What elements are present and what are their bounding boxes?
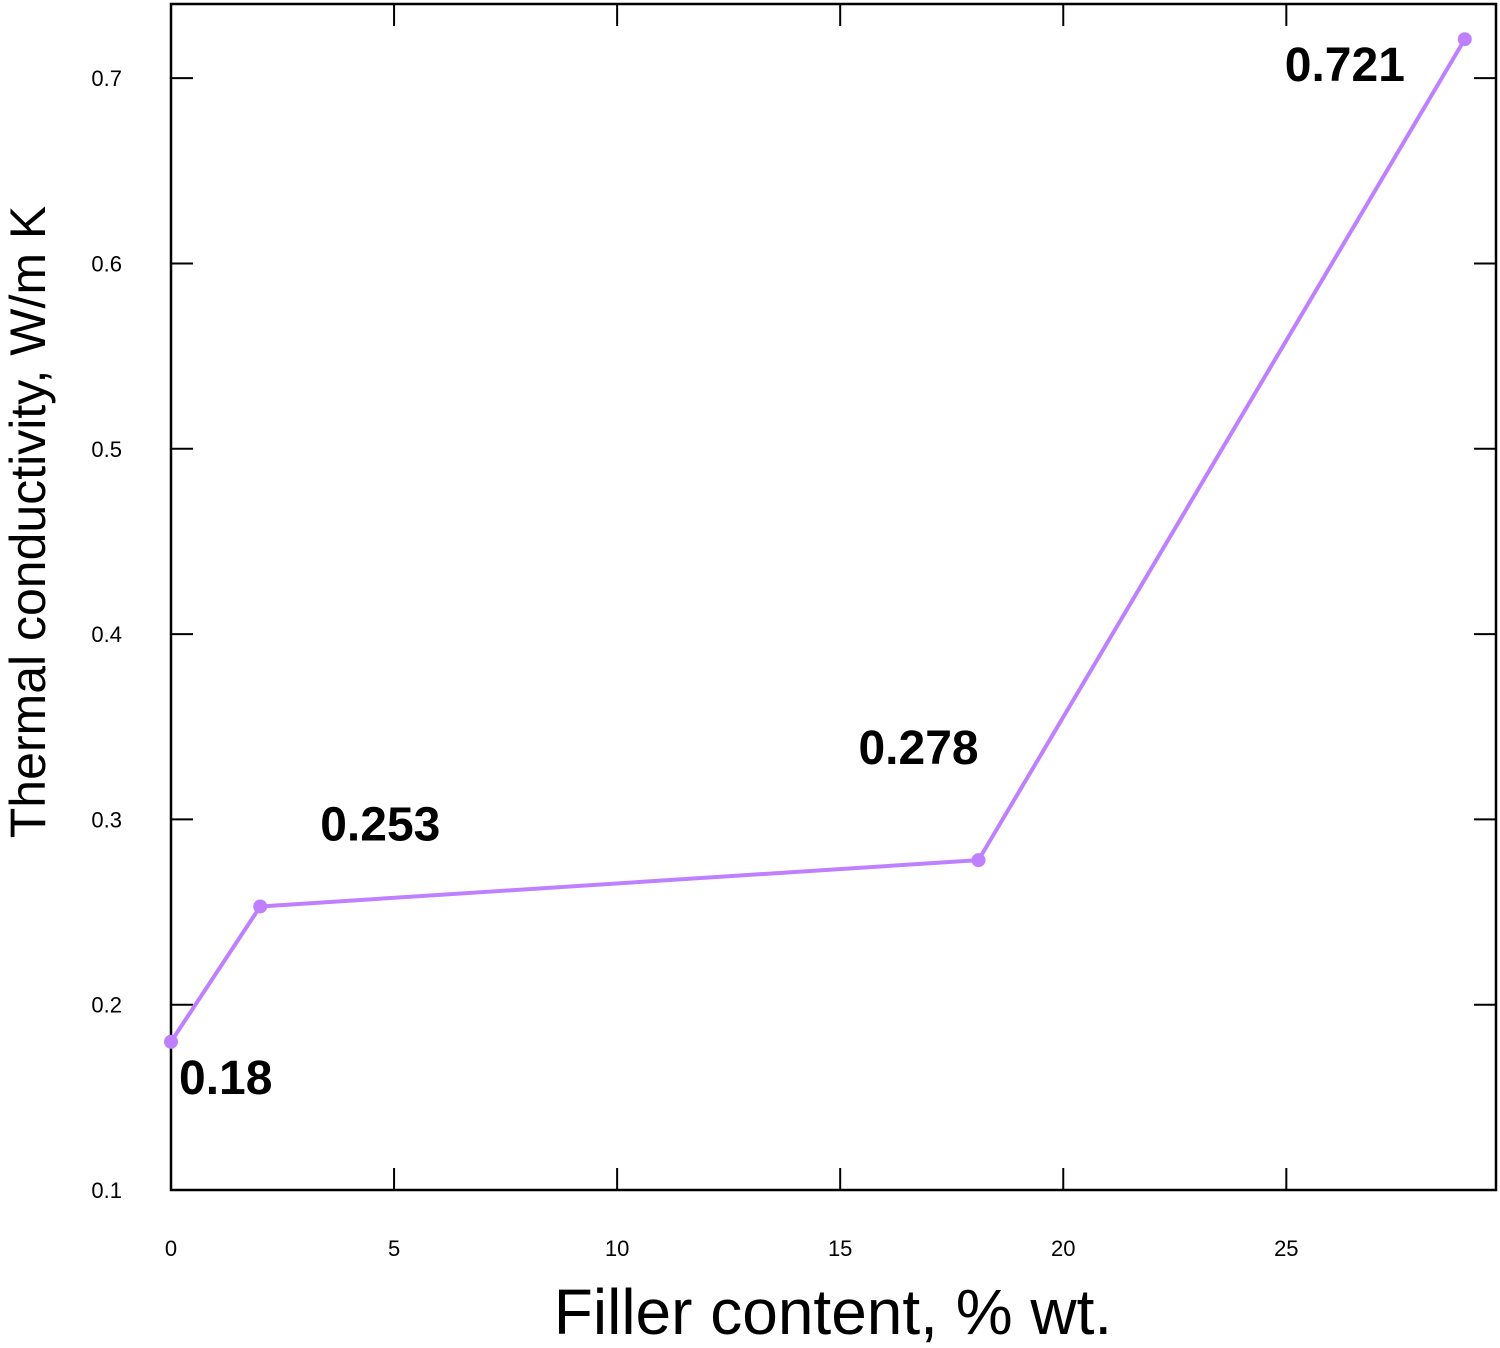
y-tick-label: 0.7 [91, 66, 122, 91]
series-line [169, 38, 1467, 1043]
data-label: 0.721 [1285, 39, 1405, 92]
series-layer [164, 32, 1472, 1049]
x-tick-label: 15 [828, 1236, 852, 1261]
y-tick-label: 0.1 [91, 1178, 122, 1203]
data-label: 0.253 [320, 798, 440, 851]
data-label: 0.18 [179, 1052, 272, 1105]
x-tick-label: 10 [605, 1236, 629, 1261]
data-label: 0.278 [858, 722, 978, 775]
data-point [253, 899, 268, 914]
axis-ticks: 0 5 10 15 20 25 0.1 0.2 0.3 0.4 0.5 0.6 0.7 [91, 4, 1496, 1261]
y-tick-label: 0.3 [91, 807, 122, 832]
x-tick-label: 25 [1274, 1236, 1298, 1261]
y-tick-label: 0.6 [91, 251, 122, 276]
y-tick-label: 0.2 [91, 993, 122, 1018]
data-point [971, 853, 986, 868]
x-tick-label: 20 [1051, 1236, 1075, 1261]
data-point [1457, 32, 1472, 47]
x-tick-label: 0 [165, 1236, 177, 1261]
x-tick-label: 5 [388, 1236, 400, 1261]
plot-frame [169, 2, 1498, 1192]
data-point [164, 1034, 178, 1049]
data-labels: 0.18 0.253 0.278 0.721 [179, 39, 1405, 1105]
x-axis-title: Filler content, % wt. [554, 1276, 1112, 1348]
y-axis-title: Thermal conductivity, W/m K [0, 206, 56, 839]
y-tick-label: 0.4 [91, 622, 122, 647]
y-tick-label: 0.5 [91, 437, 122, 462]
